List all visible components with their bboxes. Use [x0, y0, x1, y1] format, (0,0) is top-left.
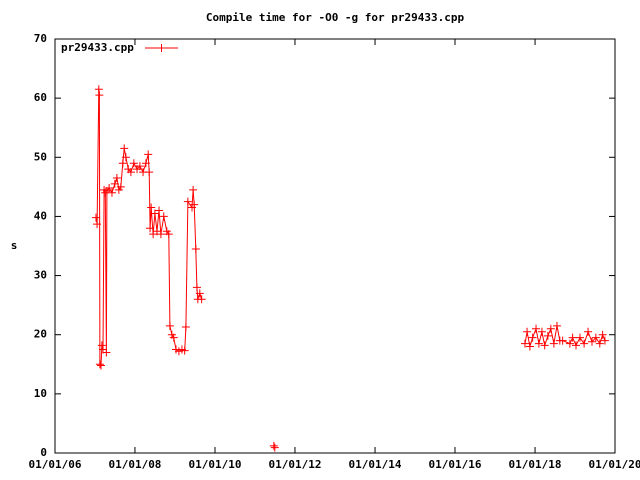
y-tick-label: 60 [34, 91, 47, 104]
point-marker [129, 159, 138, 168]
plot-border [54, 38, 616, 454]
point-marker [591, 333, 600, 342]
x-tick-label: 01/01/14 [349, 458, 402, 471]
point-marker [118, 159, 127, 168]
point-marker [598, 330, 607, 339]
y-tick-label: 0 [40, 446, 47, 459]
point-marker [155, 206, 164, 215]
point-marker [95, 91, 104, 100]
point-marker [95, 360, 104, 369]
y-tick-label: 10 [34, 387, 47, 400]
point-marker [181, 323, 190, 332]
point-marker [537, 327, 546, 336]
point-marker [164, 230, 173, 239]
point-marker [94, 85, 103, 94]
x-tick-label: 01/01/16 [428, 458, 481, 471]
point-marker [549, 339, 558, 348]
point-marker [532, 324, 541, 333]
point-marker [169, 333, 178, 342]
x-tick-label: 01/01/10 [189, 458, 242, 471]
y-tick-label: 20 [34, 328, 47, 341]
point-marker [147, 203, 156, 212]
point-marker [116, 182, 125, 191]
point-marker [528, 333, 537, 342]
point-marker [180, 346, 189, 355]
point-marker [269, 441, 278, 450]
point-marker [568, 333, 577, 342]
chart-title: Compile time for -O0 -g for pr29433.cpp [206, 11, 465, 24]
y-tick-label: 50 [34, 150, 47, 163]
point-marker [584, 327, 593, 336]
point-marker [595, 339, 604, 348]
point-marker [189, 185, 198, 194]
point-marker [195, 289, 204, 298]
point-marker [575, 333, 584, 342]
y-tick-label: 30 [34, 269, 47, 282]
x-tick-label: 01/01/12 [268, 458, 321, 471]
point-marker [183, 197, 192, 206]
point-marker [520, 339, 529, 348]
point-marker [565, 339, 574, 348]
point-marker [546, 324, 555, 333]
point-marker [600, 336, 609, 345]
point-marker [552, 321, 561, 330]
point-marker [135, 162, 144, 171]
point-marker [150, 209, 159, 218]
point-marker [112, 173, 121, 182]
x-tick-label: 01/01/06 [29, 458, 82, 471]
point-marker [110, 179, 119, 188]
point-marker [540, 341, 549, 350]
point-marker [588, 337, 596, 346]
x-tick-label: 01/01/20 [589, 458, 640, 471]
legend-marker [157, 44, 166, 52]
point-marker [191, 244, 200, 253]
point-marker [159, 212, 168, 221]
legend-label: pr29433.cpp [61, 41, 134, 54]
y-axis-label: s [11, 239, 18, 252]
series-line [95, 89, 606, 448]
point-marker [192, 283, 201, 292]
point-marker [146, 224, 155, 233]
point-marker [572, 341, 581, 350]
y-tick-label: 40 [34, 209, 47, 222]
point-marker [97, 341, 106, 350]
point-marker [523, 327, 532, 336]
point-marker [558, 336, 567, 345]
point-marker [105, 184, 114, 193]
point-marker [93, 220, 102, 229]
point-marker [107, 188, 116, 197]
point-marker [270, 443, 279, 452]
x-tick-label: 01/01/08 [108, 458, 161, 471]
x-tick-label: 01/01/18 [509, 458, 562, 471]
point-marker [145, 168, 154, 177]
point-marker [197, 295, 206, 304]
point-marker [126, 168, 135, 177]
point-marker [190, 200, 199, 209]
point-marker [102, 348, 111, 357]
point-marker [97, 361, 105, 370]
point-marker [525, 342, 534, 351]
point-marker [121, 153, 130, 162]
point-marker [141, 159, 150, 168]
point-marker [120, 144, 129, 153]
point-marker [156, 230, 165, 239]
point-marker [534, 339, 543, 348]
point-marker [165, 321, 174, 330]
point-marker [580, 339, 589, 348]
point-marker [144, 150, 153, 159]
point-marker [101, 188, 110, 197]
y-tick-label: 70 [34, 32, 47, 45]
point-marker [91, 213, 100, 222]
point-marker [543, 331, 552, 340]
